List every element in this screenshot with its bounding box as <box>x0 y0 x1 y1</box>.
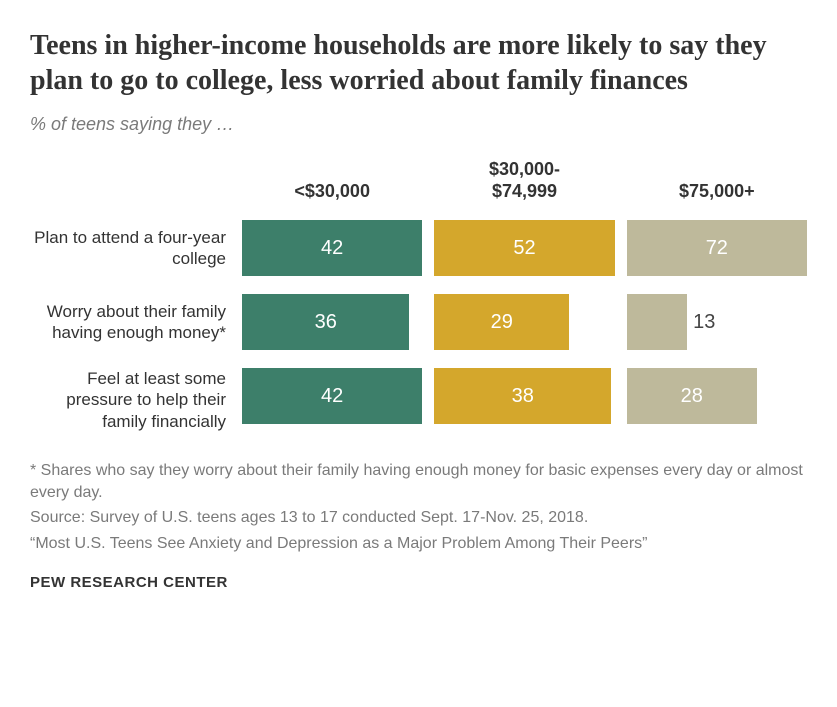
bar-value: 29 <box>434 294 569 350</box>
bar-1-1: 29 <box>434 294 614 350</box>
row-label-1: Worry about their family having enough m… <box>30 301 230 344</box>
row-label-2: Feel at least some pressure to help thei… <box>30 368 230 432</box>
footnote-1: Source: Survey of U.S. teens ages 13 to … <box>30 507 807 529</box>
bar-2-0: 42 <box>242 368 422 424</box>
bar-value: 28 <box>627 368 757 424</box>
bar-1-2: 13 <box>627 294 807 350</box>
brand-label: PEW RESEARCH CENTER <box>30 574 807 591</box>
bar-value: 72 <box>627 220 807 276</box>
col-header-2: $75,000+ <box>627 181 807 203</box>
bar-0-2: 72 <box>627 220 807 276</box>
row-label-0: Plan to attend a four-year college <box>30 227 230 270</box>
bar-value: 38 <box>434 368 611 424</box>
bar-2-1: 38 <box>434 368 614 424</box>
bar-chart: <$30,000 $30,000- $74,999 $75,000+ Plan … <box>30 159 807 432</box>
bar-value: 13 <box>693 311 715 334</box>
footnote-0: * Shares who say they worry about their … <box>30 460 807 503</box>
bar-value: 52 <box>434 220 614 276</box>
bar-value: 42 <box>242 368 422 424</box>
col-header-1: $30,000- $74,999 <box>434 159 614 202</box>
chart-subtitle: % of teens saying they … <box>30 114 807 135</box>
bar-1-0: 36 <box>242 294 422 350</box>
bar-value: 36 <box>242 294 409 350</box>
col-header-0: <$30,000 <box>242 181 422 203</box>
bar-2-2: 28 <box>627 368 807 424</box>
bar-value: 42 <box>242 220 422 276</box>
chart-title: Teens in higher-income households are mo… <box>30 28 807 98</box>
footnote-2: “Most U.S. Teens See Anxiety and Depress… <box>30 533 807 555</box>
bar-0-0: 42 <box>242 220 422 276</box>
bar-0-1: 52 <box>434 220 614 276</box>
